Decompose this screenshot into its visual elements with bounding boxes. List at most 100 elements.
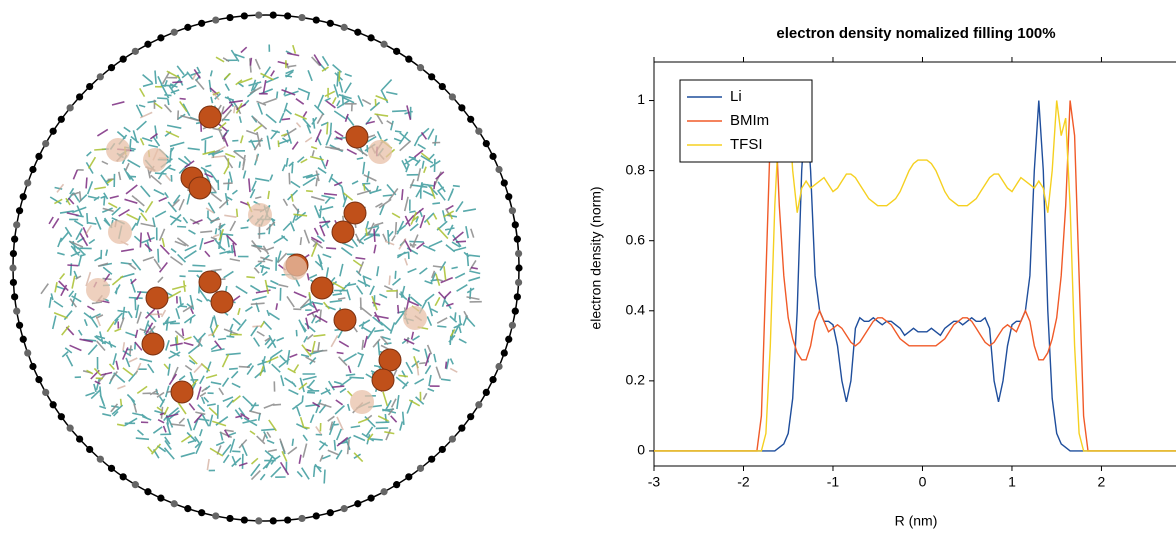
ring-atom [131, 481, 139, 489]
ring-atom [269, 11, 277, 19]
ion-sphere [343, 201, 367, 225]
faded-sphere [403, 306, 427, 330]
ring-atom [198, 19, 206, 27]
ring-atom [513, 293, 521, 301]
ring-atom [157, 494, 165, 502]
y-tick-label: 0 [637, 442, 645, 458]
ring-atom [119, 473, 127, 481]
ring-atom [184, 23, 192, 31]
ring-atom [467, 413, 475, 421]
ring-atom [511, 307, 519, 315]
molecule-bonds [53, 44, 456, 465]
ring-atom [170, 28, 178, 36]
ion-sphere [371, 368, 395, 392]
ring-atom [495, 165, 503, 174]
ring-atom [15, 321, 24, 329]
ring-atom [15, 207, 24, 215]
ring-atom [107, 64, 116, 72]
ring-atom [57, 413, 65, 421]
y-tick-label: 0.6 [626, 231, 646, 247]
ring-atom [35, 376, 43, 384]
ring-atom [312, 16, 320, 24]
ring-atom [24, 179, 32, 187]
ring-atom [298, 514, 306, 523]
ring-atom [428, 455, 436, 463]
chart-title: electron density nomalized filling 100% [776, 25, 1055, 42]
ring-atom [42, 139, 50, 148]
ring-atom [354, 500, 362, 508]
ring-atom [393, 47, 401, 55]
ring-atom [500, 179, 508, 187]
ring-atom [255, 517, 263, 525]
ring-atom [9, 249, 18, 258]
molecule-bonds [40, 56, 482, 481]
molecule-bonds [48, 44, 481, 484]
ring-atom [475, 127, 483, 135]
ring-atom [405, 55, 413, 63]
series-line [654, 100, 1176, 452]
ring-atom [475, 401, 483, 409]
ring-atom [11, 293, 19, 301]
ring-atom [326, 509, 334, 517]
ring-atom [240, 516, 248, 524]
ring-atom [57, 115, 65, 123]
ring-atom [96, 455, 104, 463]
ring-atom [326, 19, 334, 27]
molecular-snapshot [9, 11, 523, 525]
ring-atom [29, 362, 37, 371]
ring-atom [170, 500, 178, 508]
ring-atom [367, 34, 375, 42]
ring-atom [354, 28, 362, 36]
ring-atom [298, 13, 306, 22]
ring-atom [42, 388, 50, 397]
ring-atom [284, 516, 292, 524]
ring-atom [184, 505, 192, 513]
x-tick-label: 2 [1098, 474, 1106, 490]
legend-label: Li [730, 88, 742, 105]
ion-sphere [188, 176, 212, 200]
legend-label: TFSI [730, 136, 763, 153]
ion-sphere [210, 290, 234, 314]
ring-atom [13, 307, 21, 315]
ring-atom [428, 73, 436, 81]
ring-atom [438, 82, 446, 91]
ion-sphere [145, 286, 169, 310]
x-tick-label: 0 [919, 474, 927, 490]
ring-atom [19, 335, 27, 343]
ring-atom [467, 115, 475, 123]
molecule-bonds [56, 73, 458, 471]
ring-atom [515, 264, 523, 272]
ring-atom [438, 445, 446, 454]
ion-sphere [345, 125, 369, 149]
ring-atom [511, 221, 519, 229]
ring-atom [76, 435, 84, 443]
x-tick-label: -2 [737, 474, 750, 490]
faded-sphere [248, 203, 272, 227]
ring-atom [144, 488, 152, 496]
ring-atom [96, 73, 104, 81]
ring-atom [49, 127, 57, 135]
faded-sphere [350, 390, 374, 414]
ring-atom [269, 517, 277, 525]
ring-atom [458, 104, 466, 112]
faded-sphere [108, 220, 132, 244]
x-axis-label: R (nm) [895, 513, 938, 529]
ring-atom [489, 152, 497, 160]
faded-sphere [106, 138, 130, 162]
ring-atom [284, 12, 292, 20]
ring-atom [367, 494, 375, 502]
ring-atom [458, 424, 466, 432]
series-line [654, 100, 1176, 452]
ring-atom [212, 512, 220, 520]
ring-atom [513, 235, 521, 243]
ion-sphere [378, 348, 402, 372]
ring-atom [489, 376, 497, 384]
ring-atom [500, 349, 508, 357]
ring-atom [226, 13, 234, 22]
ring-atom [29, 165, 37, 174]
y-tick-label: 1 [637, 91, 645, 107]
ring-atom [448, 93, 456, 101]
y-tick-label: 0.4 [626, 301, 646, 317]
ring-atom [416, 64, 425, 72]
